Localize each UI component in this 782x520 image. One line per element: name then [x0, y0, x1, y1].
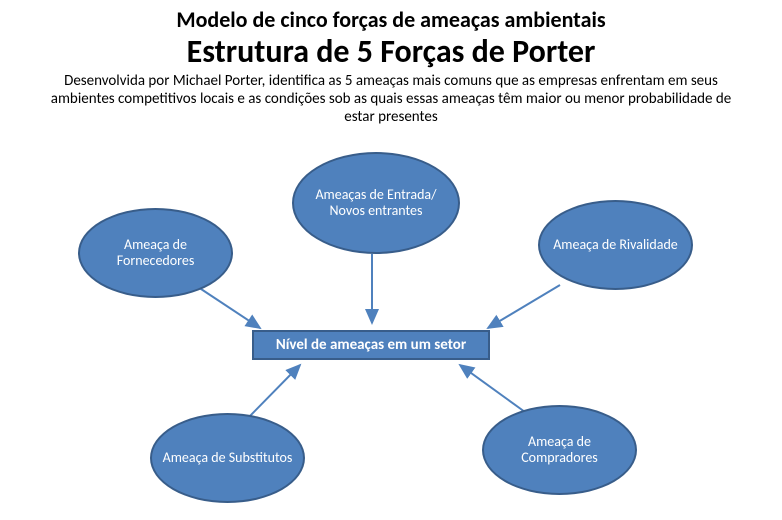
- node-compradores: Ameaça de Compradores: [482, 405, 637, 495]
- node-entrada: Ameaças de Entrada/ Novos entrantes: [292, 152, 460, 254]
- arrow-compradores: [460, 365, 525, 412]
- center-box-label: Nível de ameaças em um setor: [276, 336, 466, 354]
- node-label: Ameaça de Compradores: [494, 434, 625, 466]
- arrow-substitutos: [248, 365, 300, 418]
- node-substitutos: Ameaça de Substitutos: [150, 413, 305, 503]
- node-label: Ameaça de Fornecedores: [90, 237, 221, 269]
- page-title: Estrutura de 5 Forças de Porter: [0, 32, 782, 71]
- node-label: Ameaça de Rivalidade: [553, 237, 678, 253]
- subtitle: Modelo de cinco forças de ameaças ambien…: [0, 6, 782, 33]
- node-label: Ameaças de Entrada/ Novos entrantes: [304, 187, 448, 219]
- node-label: Ameaça de Substitutos: [163, 450, 293, 466]
- description: Desenvolvida por Michael Porter, identif…: [40, 72, 742, 126]
- center-box: Nível de ameaças em um setor: [252, 330, 490, 360]
- arrow-fornecedores: [198, 287, 260, 328]
- node-fornecedores: Ameaça de Fornecedores: [78, 208, 233, 298]
- node-rivalidade: Ameaça de Rivalidade: [538, 200, 693, 290]
- arrow-rivalidade: [488, 285, 560, 328]
- diagram-canvas: Modelo de cinco forças de ameaças ambien…: [0, 0, 782, 520]
